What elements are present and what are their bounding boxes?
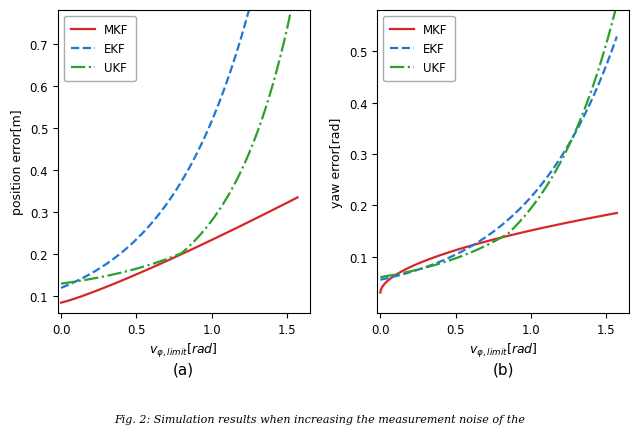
UKF [607, 25, 615, 30]
UKF [185, 244, 193, 249]
Line: MKF: MKF [61, 198, 298, 303]
MKF [198, 242, 205, 248]
EKF [570, 133, 578, 138]
X-axis label: $v_{\varphi, limit}[rad]$: $v_{\varphi, limit}[rad]$ [150, 342, 218, 360]
UKF [171, 254, 179, 259]
EKF [198, 141, 205, 147]
MKF [251, 217, 259, 222]
UKF [613, 3, 621, 8]
Y-axis label: position error[m]: position error[m] [11, 109, 24, 215]
MKF [504, 234, 512, 239]
MKF [294, 196, 301, 201]
UKF [504, 231, 512, 236]
UKF [489, 240, 497, 245]
Y-axis label: yaw error[rad]: yaw error[rad] [330, 117, 344, 207]
UKF [490, 239, 498, 245]
UKF [570, 132, 578, 137]
UKF [198, 231, 205, 236]
MKF [607, 212, 615, 217]
UKF [170, 254, 177, 259]
MKF [376, 291, 384, 296]
UKF [517, 218, 525, 223]
EKF [185, 167, 193, 172]
Text: (b): (b) [492, 362, 514, 377]
EKF [489, 230, 497, 235]
EKF [57, 286, 65, 291]
Text: (a): (a) [173, 362, 195, 377]
MKF [185, 248, 193, 253]
Text: Fig. 2: Simulation results when increasing the measurement noise of the: Fig. 2: Simulation results when increasi… [115, 414, 525, 424]
UKF [288, 5, 296, 10]
MKF [490, 237, 498, 242]
Line: EKF: EKF [380, 37, 617, 280]
UKF [57, 282, 65, 287]
Legend: MKF, EKF, UKF: MKF, EKF, UKF [64, 17, 136, 82]
Line: EKF: EKF [61, 0, 298, 288]
Line: UKF: UKF [380, 6, 617, 277]
MKF [288, 198, 296, 203]
MKF [570, 219, 578, 224]
UKF [251, 137, 259, 142]
MKF [489, 238, 497, 243]
MKF [517, 230, 525, 236]
EKF [613, 35, 621, 40]
EKF [607, 51, 615, 56]
EKF [517, 205, 525, 210]
MKF [57, 300, 65, 305]
EKF [504, 218, 512, 223]
EKF [171, 190, 179, 195]
EKF [490, 229, 498, 234]
MKF [170, 256, 177, 261]
EKF [170, 192, 177, 197]
UKF [376, 275, 384, 280]
MKF [171, 255, 179, 260]
MKF [613, 211, 621, 216]
Legend: MKF, EKF, UKF: MKF, EKF, UKF [383, 17, 455, 82]
EKF [376, 277, 384, 282]
Line: UKF: UKF [61, 0, 298, 284]
Line: MKF: MKF [380, 213, 617, 293]
X-axis label: $v_{\varphi, limit}[rad]$: $v_{\varphi, limit}[rad]$ [468, 342, 538, 360]
